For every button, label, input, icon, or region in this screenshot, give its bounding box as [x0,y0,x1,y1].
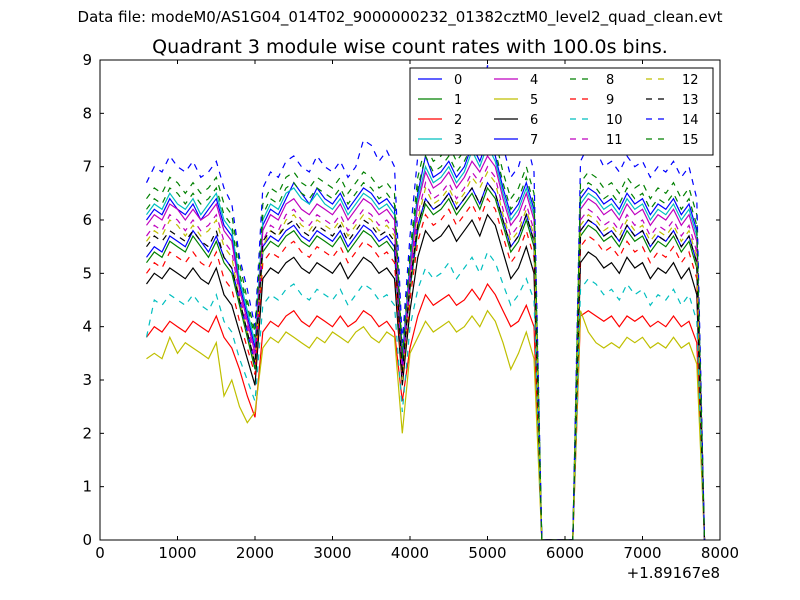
y-tick-label: 7 [82,158,92,176]
series-line-8 [146,128,706,540]
legend-label-8: 8 [606,73,614,88]
series-line-15 [146,138,706,540]
series-line-1 [146,186,706,540]
series-line-4 [146,154,706,540]
series-line-5 [146,309,706,540]
y-tick-label: 4 [82,318,92,336]
series-line-7 [146,181,706,540]
y-tick-label: 8 [82,104,92,122]
legend-label-4: 4 [530,73,538,88]
legend-label-2: 2 [454,113,462,128]
series-line-9 [146,197,706,540]
legend-label-0: 0 [454,73,462,88]
x-tick-label: 1000 [158,544,196,562]
series-layer [145,65,706,540]
series-line-11 [146,165,706,540]
chart-title: Quadrant 3 module wise count rates with … [152,36,668,58]
series-line-2 [146,282,706,540]
legend-label-13: 13 [682,93,699,108]
y-tick-label: 2 [82,424,92,442]
legend-label-6: 6 [530,113,538,128]
x-tick-label: 7000 [623,544,661,562]
legend-label-5: 5 [530,93,538,108]
legend-label-11: 11 [606,133,623,148]
x-tick-label: 3000 [313,544,351,562]
x-tick-label: 8000 [701,544,739,562]
figure-suptitle: Data file: modeM0/AS1G04_014T02_90000002… [77,8,723,26]
legend-box [409,67,714,156]
y-tick-label: 3 [82,371,92,389]
series-line-6 [146,213,706,540]
x-tick-label: 0 [95,544,105,562]
series-line-3 [146,143,706,540]
x-tick-label: 2000 [236,544,274,562]
y-tick-label: 0 [82,531,92,549]
legend-label-9: 9 [606,93,614,108]
legend-label-7: 7 [530,133,538,148]
legend-label-15: 15 [682,133,699,148]
x-offset-label: +1.89167e8 [627,564,720,582]
series-line-10 [145,250,706,540]
legend-label-14: 14 [682,113,699,128]
y-tick-label: 9 [82,51,92,69]
y-tick-label: 1 [82,478,92,496]
x-tick-label: 4000 [391,544,429,562]
axes-layer: 0 1000 2000 3000 4000 5000 6000 7000 80000123456… [82,51,739,582]
legend-label-12: 12 [682,73,699,88]
y-tick-label: 5 [82,264,92,282]
x-tick-label: 6000 [546,544,584,562]
series-line-14 [145,65,706,540]
legend-label-10: 10 [606,113,623,128]
series-line-13 [146,181,706,540]
legend-label-3: 3 [454,133,462,148]
x-tick-label: 5000 [468,544,506,562]
y-tick-label: 6 [82,211,92,229]
legend-label-1: 1 [454,93,462,108]
